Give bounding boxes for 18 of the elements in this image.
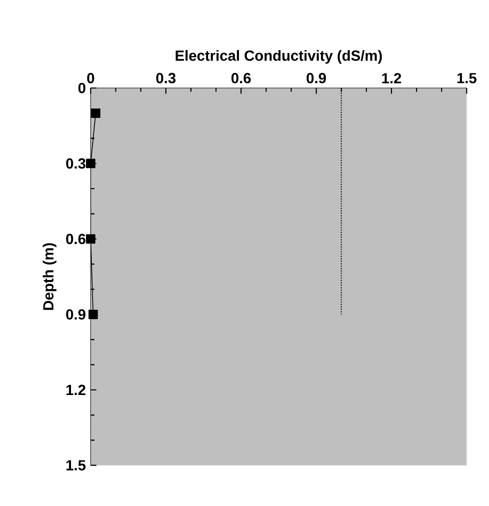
x-tick-label: 0.3 — [156, 72, 176, 84]
x-tick-label: 0.9 — [306, 72, 326, 84]
y-tick-label: 1.5 — [66, 460, 86, 470]
point — [86, 234, 96, 244]
point — [86, 158, 96, 168]
point — [88, 310, 98, 320]
x-tick-label: 0.6 — [231, 72, 251, 84]
point — [91, 108, 100, 118]
y-tick-label: 1.2 — [66, 384, 86, 395]
y-tick-label: 0.6 — [66, 234, 86, 244]
y-tick-label: 0.3 — [66, 158, 86, 169]
x-tick-label: 1.2 — [382, 73, 402, 84]
x-tick-label: 0 — [87, 72, 94, 84]
y-axis-title: Depth (m) — [42, 243, 56, 310]
y-tick-label: 0 — [78, 82, 86, 94]
x-tick-label: 1.5 — [457, 73, 476, 84]
y-tick-label: 0.9 — [66, 309, 86, 320]
x-axis-title: Electrical Conductivity (dS/m) — [176, 50, 382, 64]
